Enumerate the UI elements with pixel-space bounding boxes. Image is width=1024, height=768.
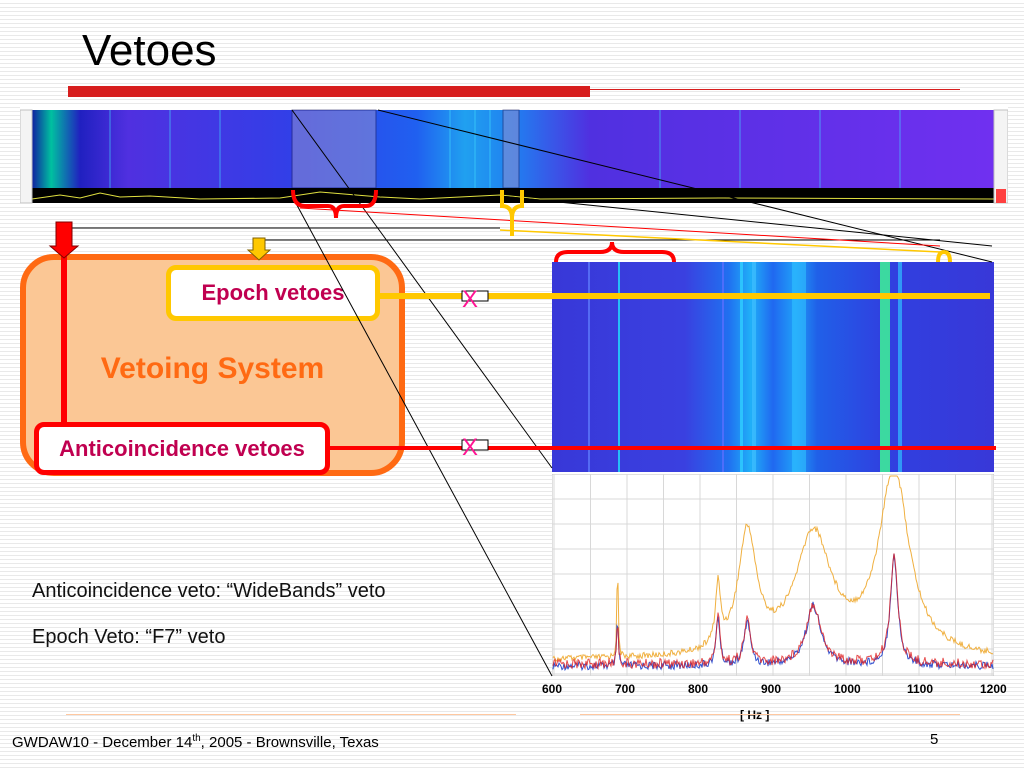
x-tick-label: 600 [542,682,563,696]
x-tick-label: 1200 [980,682,1007,696]
footer-divider-left [66,714,516,715]
red-arrow [48,221,80,259]
zoomed-spectrogram [552,262,994,472]
title-underline-thin [590,89,960,90]
trace-strip [32,188,994,203]
yellow-brace-zoom [936,249,952,263]
footer-date: GWDAW10 - December 14 [12,734,193,751]
x-tick-label: 1000 [834,682,861,696]
footer-text: GWDAW10 - December 14th, 2005 - Brownsvi… [12,733,379,751]
anticoincidence-vetoes-box: Anticoincidence vetoes [34,422,330,475]
spectral-lines-big [588,262,902,472]
vetoed-segment-overlay [291,109,377,189]
vetoing-system-label: Vetoing System [100,352,325,385]
slide-title: Vetoes [82,26,217,75]
x-tick-label: 700 [615,682,636,696]
spectrum-plot [552,474,994,676]
red-trace [552,553,994,671]
anti-veto-x-mark: X [462,434,479,461]
x-axis-unit: [ Hz ] [740,708,770,722]
footer-divider-right [580,714,960,715]
red-brace-zoom [554,241,676,263]
title-underline-bar [68,86,590,97]
anticoincidence-veto-note: Anticoincidence veto: “WideBands” veto [32,580,386,602]
epoch-vetoes-box: Epoch vetoes [166,265,380,321]
epoch-vetoes-label: Epoch vetoes [201,280,345,305]
x-tick-label: 800 [688,682,709,696]
epoch-veto-x-mark: X [462,286,479,313]
x-tick-label: 900 [761,682,782,696]
anticoincidence-vetoes-label: Anticoincidence vetoes [59,435,305,461]
overview-spectrogram [20,107,1008,207]
page-number: 5 [930,731,939,748]
footer-sup: th [192,733,201,744]
footer-place: , 2005 - Brownsville, Texas [200,734,379,751]
orange-trace [552,475,994,662]
x-tick-label: 1100 [907,682,934,696]
epoch-veto-note: Epoch Veto: “F7” veto [32,626,226,648]
